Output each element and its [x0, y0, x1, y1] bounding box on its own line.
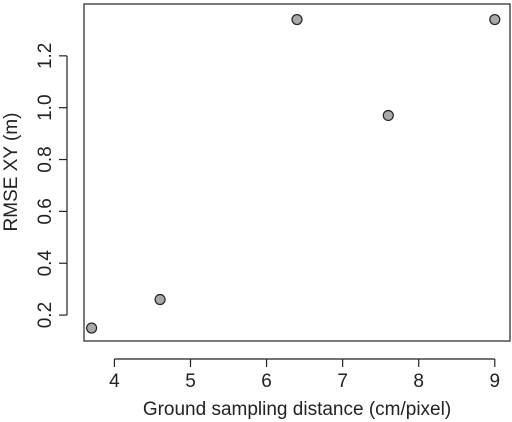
y-tick-label: 1.2 [35, 43, 56, 69]
y-axis: 0.2 0.4 0.6 0.8 1.0 1.2 [35, 43, 68, 328]
y-tick-label: 0.4 [35, 250, 56, 277]
data-points [86, 13, 501, 334]
x-tick-label: 8 [413, 371, 424, 392]
y-tick-label: 0.8 [35, 146, 56, 172]
y-axis-title: RMSE XY (m) [1, 113, 22, 232]
x-tick-label: 6 [261, 371, 272, 392]
plot-frame [83, 3, 511, 342]
y-tick-label: 1.0 [35, 94, 56, 120]
y-tick-label: 0.6 [35, 198, 56, 224]
y-tick-label: 0.2 [35, 302, 56, 328]
x-tick-label: 9 [489, 371, 500, 392]
x-axis: 4 5 6 7 8 9 [109, 358, 500, 392]
x-axis-title: Ground sampling distance (cm/pixel) [143, 399, 451, 420]
data-point [86, 322, 98, 334]
data-point [291, 13, 303, 26]
x-tick-label: 4 [109, 371, 120, 392]
data-point [489, 13, 501, 26]
data-point [154, 293, 166, 306]
data-point [382, 109, 394, 122]
x-tick-label: 5 [185, 371, 196, 392]
x-tick-label: 7 [337, 371, 348, 392]
